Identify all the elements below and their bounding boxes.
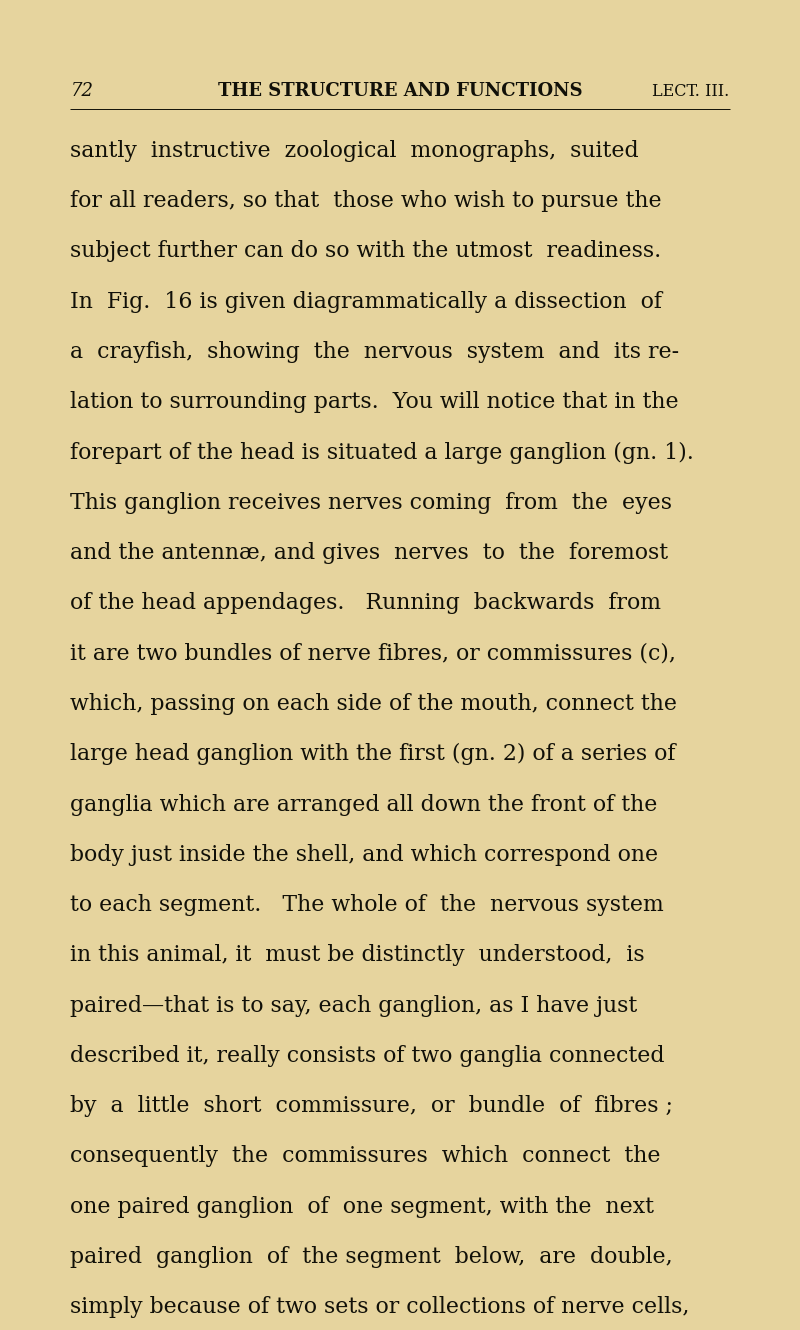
Text: paired  ganglion  of  the segment  below,  are  double,: paired ganglion of the segment below, ar… — [70, 1246, 673, 1267]
Text: santly  instructive  zoological  monographs,  suited: santly instructive zoological monographs… — [70, 140, 639, 162]
Text: for all readers, so that  those who wish to pursue the: for all readers, so that those who wish … — [70, 190, 662, 213]
Text: to each segment.   The whole of  the  nervous system: to each segment. The whole of the nervou… — [70, 894, 664, 916]
Text: subject further can do so with the utmost  readiness.: subject further can do so with the utmos… — [70, 241, 662, 262]
Text: large head ganglion with the first (gn. 2) of a series of: large head ganglion with the first (gn. … — [70, 743, 676, 765]
Text: of the head appendages.   Running  backwards  from: of the head appendages. Running backward… — [70, 592, 662, 614]
Text: paired—that is to say, each ganglion, as I have just: paired—that is to say, each ganglion, as… — [70, 995, 638, 1016]
Text: in this animal, it  must be distinctly  understood,  is: in this animal, it must be distinctly un… — [70, 944, 645, 967]
Text: by  a  little  short  commissure,  or  bundle  of  fibres ;: by a little short commissure, or bundle … — [70, 1095, 674, 1117]
Text: THE STRUCTURE AND FUNCTIONS: THE STRUCTURE AND FUNCTIONS — [218, 81, 582, 100]
Text: In  Fig.  16 is given diagrammatically a dissection  of: In Fig. 16 is given diagrammatically a d… — [70, 291, 662, 313]
Text: LECT. III.: LECT. III. — [652, 82, 730, 100]
Text: which, passing on each side of the mouth, connect the: which, passing on each side of the mouth… — [70, 693, 678, 716]
Text: a  crayfish,  showing  the  nervous  system  and  its re-: a crayfish, showing the nervous system a… — [70, 340, 679, 363]
Text: lation to surrounding parts.  You will notice that in the: lation to surrounding parts. You will no… — [70, 391, 679, 414]
Text: ganglia which are arranged all down the front of the: ganglia which are arranged all down the … — [70, 794, 658, 815]
Text: This ganglion receives nerves coming  from  the  eyes: This ganglion receives nerves coming fro… — [70, 492, 672, 513]
Text: 72: 72 — [70, 81, 94, 100]
Text: it are two bundles of nerve fibres, or commissures (c),: it are two bundles of nerve fibres, or c… — [70, 642, 676, 665]
Text: simply because of two sets or collections of nerve cells,: simply because of two sets or collection… — [70, 1297, 690, 1318]
Text: forepart of the head is situated a large ganglion (gn. 1).: forepart of the head is situated a large… — [70, 442, 694, 464]
Text: described it, really consists of two ganglia connected: described it, really consists of two gan… — [70, 1045, 665, 1067]
Text: body just inside the shell, and which correspond one: body just inside the shell, and which co… — [70, 843, 658, 866]
Text: consequently  the  commissures  which  connect  the: consequently the commissures which conne… — [70, 1145, 661, 1168]
Text: one paired ganglion  of  one segment, with the  next: one paired ganglion of one segment, with… — [70, 1196, 654, 1218]
Text: and the antennæ, and gives  nerves  to  the  foremost: and the antennæ, and gives nerves to the… — [70, 543, 669, 564]
